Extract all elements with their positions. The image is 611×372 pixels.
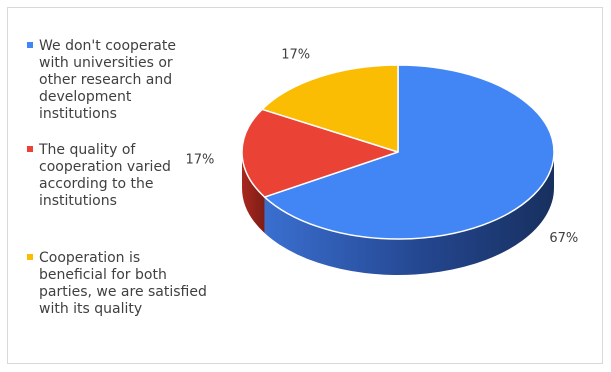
legend-swatch-1 [27,146,33,152]
legend-item-2: Cooperation is beneficial for both parti… [27,250,207,318]
slice-side-0 [264,152,554,275]
slice-1 [241,108,399,198]
legend-item-1: The quality of cooperation varied accord… [27,142,207,210]
slice-2 [261,64,399,153]
data-label-2: 17% [281,47,310,62]
slice-0 [263,64,555,240]
slice-side-1 [242,152,265,234]
legend-swatch-2 [27,254,33,260]
data-label-1: 17% [185,153,214,168]
legend-item-0: We don't cooperate with universities or … [27,38,207,123]
legend-label-1: The quality of cooperation varied accord… [39,142,171,209]
legend-label-0: We don't cooperate with universities or … [39,38,176,122]
legend-label-2: Cooperation is beneficial for both parti… [39,250,207,317]
data-label-0: 67% [549,231,578,246]
legend-swatch-0 [27,42,33,48]
